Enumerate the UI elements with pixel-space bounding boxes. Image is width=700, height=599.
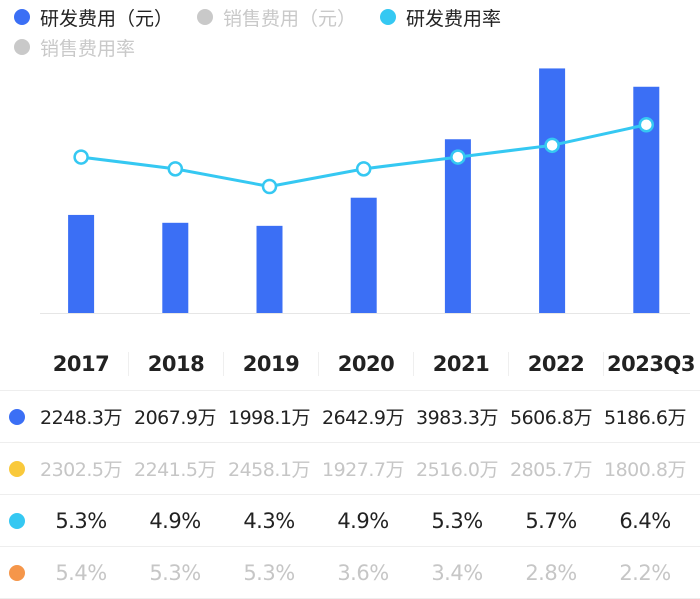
table-row-rd-rate: 5.3% 4.9% 4.3% 4.9% 5.3% 5.7% 6.4%: [0, 495, 700, 547]
table-row-sales-expense: 2302.5万 2241.5万 2458.1万 1927.7万 2516.0万 …: [0, 443, 700, 495]
table-cell: 5.3%: [431, 508, 483, 533]
table-cell: 1927.7万: [322, 459, 404, 481]
bar-2018[interactable]: [162, 222, 189, 313]
table-cell: 2.2%: [619, 560, 671, 585]
table-cell: 5186.6万: [604, 407, 686, 429]
legend-item-sales-expense[interactable]: 销售费用（元）: [197, 4, 356, 31]
column-header: 2019: [223, 352, 318, 376]
rate-point-2020[interactable]: [355, 161, 372, 177]
row-marker: [0, 460, 34, 477]
table-cell: 1998.1万: [228, 407, 310, 429]
table-row-sales-rate: 5.4% 5.3% 5.3% 3.6% 3.4% 2.8% 2.2%: [0, 547, 700, 599]
table-cell: 2067.9万: [134, 407, 216, 429]
rate-point-2021[interactable]: [450, 149, 466, 165]
row-dot-icon: [9, 408, 25, 425]
legend-label: 销售费用率: [40, 37, 136, 60]
table-cell: 2516.0万: [416, 459, 498, 481]
table-cell: 1800.8万: [604, 459, 686, 481]
table-cell: 5606.8万: [510, 407, 592, 429]
table-cell: 3983.3万: [416, 407, 498, 429]
legend-label: 研发费用（元）: [40, 7, 174, 30]
table-row-rd-expense: 2248.3万 2067.9万 1998.1万 2642.9万 3983.3万 …: [0, 391, 700, 443]
column-header: 2017: [52, 352, 110, 376]
table-cell: 4.9%: [149, 508, 201, 533]
data-table: 2017 2018 2019 2020 2021 2022 2023Q3 224…: [0, 338, 700, 599]
table-cell: 6.4%: [619, 508, 671, 533]
row-marker: [0, 564, 34, 581]
table-cell: 5.7%: [525, 508, 577, 533]
rate-point-2022[interactable]: [544, 137, 560, 154]
legend-item-sales-rate[interactable]: 销售费用率: [14, 34, 135, 61]
table-cell: 2248.3万: [40, 407, 122, 429]
chart-plot-area: [40, 68, 690, 314]
chart-legend: 研发费用（元） 销售费用（元） 研发费用率 销售费用率: [14, 2, 694, 62]
bar-2021[interactable]: [444, 139, 471, 313]
table-cell: 2458.1万: [228, 459, 310, 481]
column-header: 2023Q3: [603, 352, 698, 376]
table-cell: 2642.9万: [322, 407, 404, 429]
table-cell: 2805.7万: [510, 459, 592, 481]
legend-item-rd-rate[interactable]: 研发费用率: [380, 4, 501, 31]
row-dot-icon: [9, 460, 25, 477]
table-cell: 4.3%: [243, 508, 295, 533]
table-cell: 5.3%: [55, 508, 107, 533]
table-cell: 2.8%: [525, 560, 577, 585]
column-header: 2020: [318, 352, 413, 376]
row-dot-icon: [9, 564, 25, 581]
legend-dot-icon: [380, 9, 397, 25]
rate-point-2019[interactable]: [261, 178, 278, 195]
table-cell: 4.9%: [337, 508, 389, 533]
legend-dot-icon: [14, 39, 30, 55]
legend-dot-icon: [14, 9, 30, 25]
rate-point-2017[interactable]: [73, 149, 89, 165]
bar-2019[interactable]: [256, 225, 283, 313]
row-marker: [0, 408, 34, 425]
legend-label: 销售费用（元）: [223, 7, 357, 30]
bar-2017[interactable]: [68, 214, 95, 313]
column-header: 2018: [128, 352, 223, 376]
table-cell: 5.3%: [243, 560, 295, 585]
table-cell: 2302.5万: [40, 459, 122, 481]
row-dot-icon: [9, 512, 25, 529]
table-cell: 5.4%: [55, 560, 107, 585]
column-header: 2022: [508, 352, 603, 376]
column-header: 2021: [413, 352, 508, 376]
table-cell: 2241.5万: [134, 459, 216, 481]
table-cell: 5.3%: [149, 560, 201, 585]
table-header-row: 2017 2018 2019 2020 2021 2022 2023Q3: [0, 338, 700, 391]
legend-item-rd-expense[interactable]: 研发费用（元）: [14, 4, 173, 31]
legend-row: 研发费用（元） 销售费用（元） 研发费用率: [14, 2, 694, 32]
rate-point-2023Q3[interactable]: [638, 116, 655, 133]
rate-point-2018[interactable]: [167, 161, 184, 177]
bar-2022[interactable]: [539, 68, 566, 313]
table-cell: 3.6%: [337, 560, 389, 585]
legend-row: 销售费用率: [14, 32, 694, 62]
table-cell: 3.4%: [431, 560, 483, 585]
bar-2020[interactable]: [350, 197, 377, 313]
row-marker: [0, 512, 34, 529]
legend-dot-icon: [197, 9, 214, 25]
legend-label: 研发费用率: [406, 7, 502, 30]
